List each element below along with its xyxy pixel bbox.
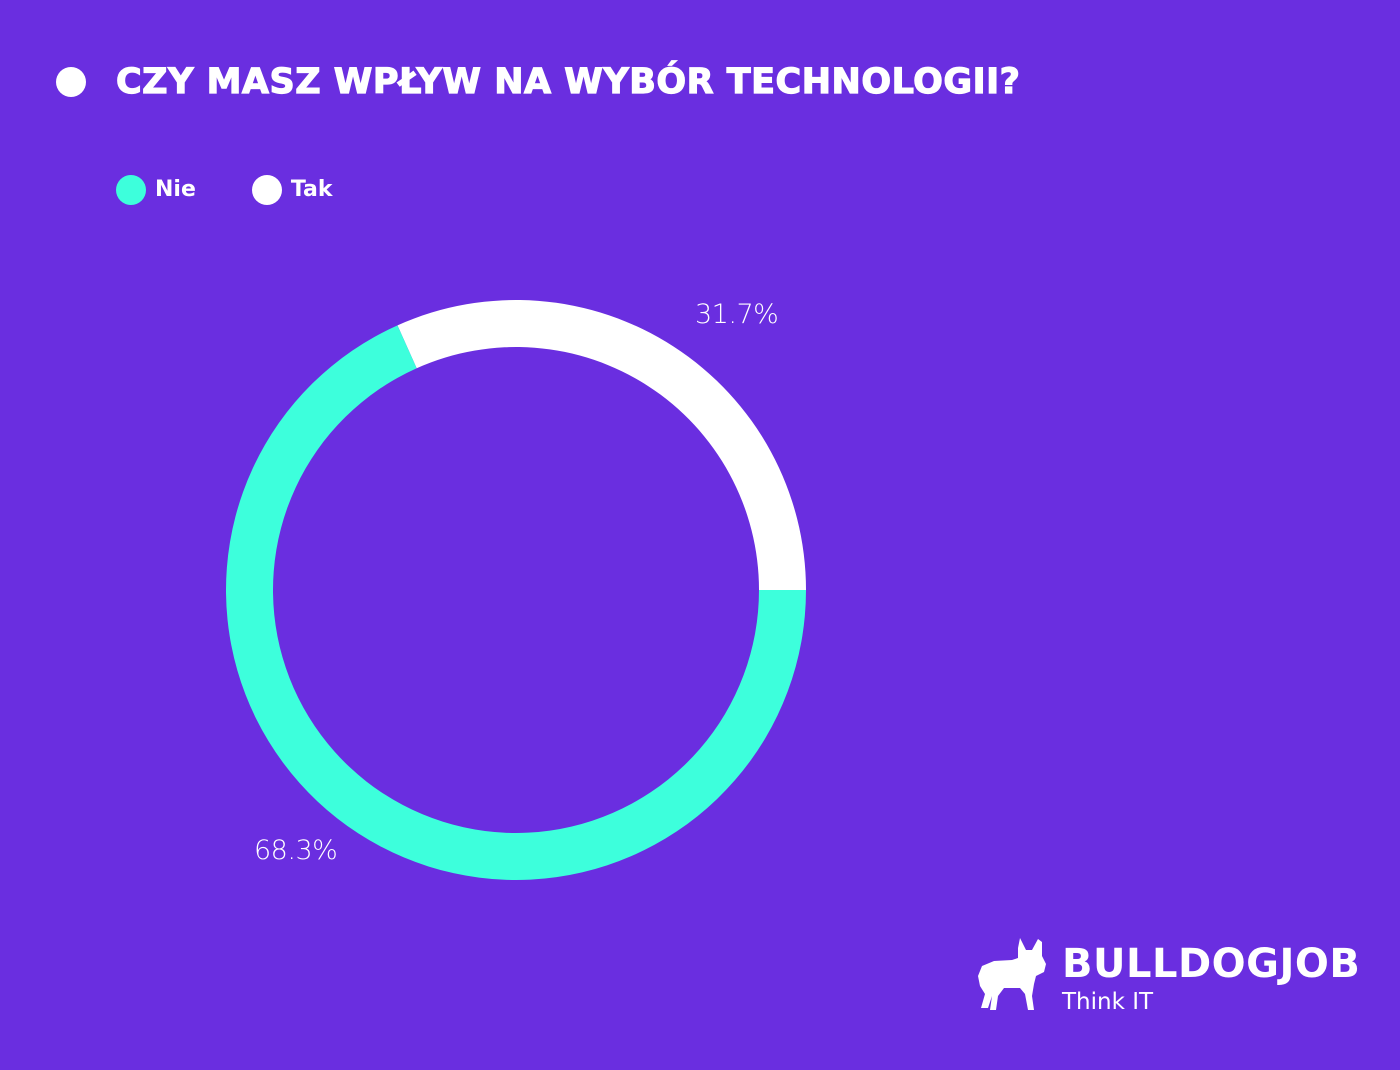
logo-tagline: Think IT [1062, 989, 1154, 1015]
data-label-nie: 68.3% [254, 835, 338, 866]
legend-item-tak: Tak [251, 175, 333, 205]
legend-label-tak: Tak [290, 177, 333, 202]
legend-swatch-nie [116, 175, 146, 205]
title-bullet-icon [56, 67, 86, 97]
bulldog-icon [978, 938, 1046, 1010]
legend-item-nie: Nie [116, 175, 196, 205]
logo-text: BULLDOGJOB Think IT [1062, 942, 1360, 1016]
title-row: CZY MASZ WPŁYW NA WYBÓR TECHNOLOGII? [56, 58, 1021, 106]
chart-title: CZY MASZ WPŁYW NA WYBÓR TECHNOLOGII? [115, 61, 1021, 102]
logo-name: BULLDOGJOB [1062, 941, 1361, 987]
data-label-tak: 31.7% [695, 299, 779, 330]
legend-swatch-tak [251, 175, 282, 205]
legend: Nie Tak [116, 175, 389, 205]
legend-label-nie: Nie [155, 177, 196, 202]
bulldogjob-logo: BULLDOGJOB Think IT [976, 936, 1360, 1016]
donut-segment-tak [397, 299, 806, 590]
donut-segments [225, 299, 807, 880]
